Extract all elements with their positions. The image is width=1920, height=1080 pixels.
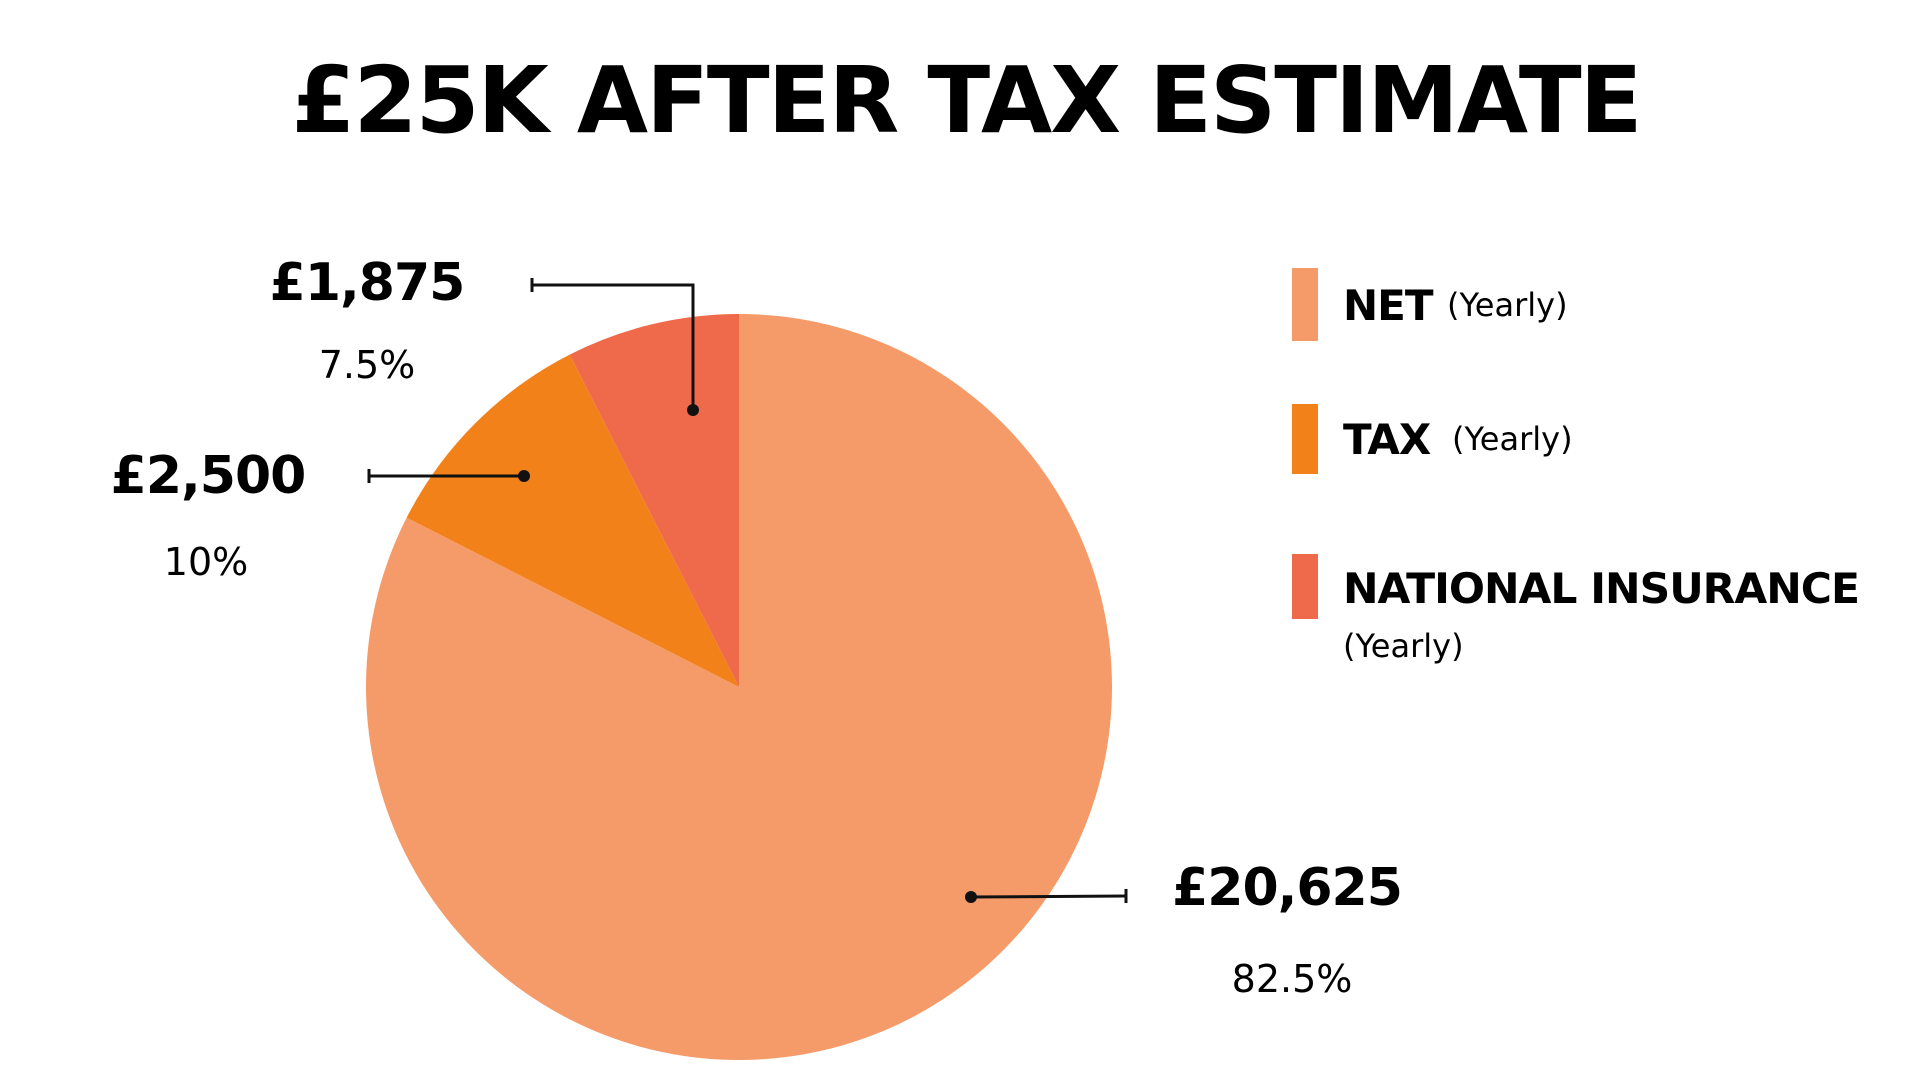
legend-label-net: NET (1343, 281, 1434, 330)
callout-dot-tax (518, 470, 530, 482)
chart-title: £25K AFTER TAX ESTIMATE (292, 47, 1641, 154)
data-label-tax-value: £2,500 (111, 446, 306, 506)
data-label-net-value: £20,625 (1172, 858, 1402, 918)
legend-swatch-tax (1292, 404, 1318, 474)
data-label-ni-value: £1,875 (270, 253, 465, 313)
pie-slice-tax (406, 354, 739, 687)
legend-swatch-ni (1292, 554, 1318, 619)
data-label-tax-percent: 10% (164, 540, 248, 584)
legend-swatch-net (1292, 268, 1318, 341)
data-label-ni-percent: 7.5% (319, 343, 416, 387)
callout-dot-ni (687, 404, 699, 416)
callout-line-net (970, 894, 1127, 899)
data-label-net-percent: 82.5% (1232, 957, 1353, 1001)
legend-sublabel-tax: (Yearly) (1452, 420, 1573, 458)
legend-label-tax: TAX (1343, 415, 1431, 464)
legend-sublabel-ni: (Yearly) (1343, 627, 1464, 665)
callout-line-ni (532, 283, 695, 410)
callout-dot-net (965, 891, 977, 903)
pie-slice-net (366, 314, 1113, 1061)
legend: NET (Yearly) TAX (Yearly) NATIONAL INSUR… (1292, 268, 1860, 665)
legend-label-ni: NATIONAL INSURANCE (1343, 564, 1859, 613)
legend-sublabel-net: (Yearly) (1447, 286, 1568, 324)
